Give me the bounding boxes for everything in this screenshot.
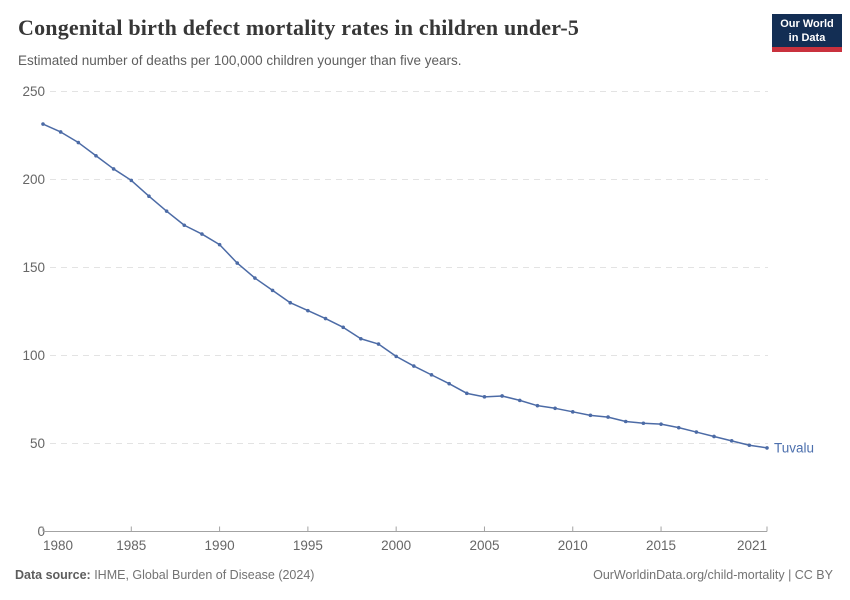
data-point[interactable]	[394, 354, 398, 359]
x-tick-label: 1990	[205, 538, 235, 553]
data-point[interactable]	[217, 242, 222, 247]
owid-logo-line1: Our World	[780, 18, 834, 30]
data-point[interactable]	[288, 300, 293, 305]
data-point[interactable]	[412, 364, 416, 368]
y-tick-label: 150	[22, 260, 45, 275]
data-point[interactable]	[588, 413, 593, 418]
chart-subtitle: Estimated number of deaths per 100,000 c…	[18, 53, 462, 68]
data-point[interactable]	[111, 167, 116, 171]
data-point[interactable]	[606, 415, 610, 419]
data-point[interactable]	[712, 434, 716, 439]
x-tick-label: 2005	[469, 538, 499, 553]
series-label: Tuvalu	[774, 440, 814, 455]
data-point[interactable]	[253, 276, 257, 280]
data-point[interactable]	[200, 232, 204, 236]
data-point[interactable]	[623, 419, 628, 424]
data-point[interactable]	[58, 130, 63, 134]
y-tick-label: 50	[30, 436, 45, 451]
x-tick-label: 1980	[43, 538, 73, 553]
data-point[interactable]	[306, 308, 310, 313]
data-point[interactable]	[359, 336, 363, 341]
data-line[interactable]	[42, 123, 768, 449]
x-tick-label: 2015	[646, 538, 676, 553]
y-tick-label: 200	[22, 172, 45, 187]
data-point[interactable]	[641, 421, 646, 426]
data-point[interactable]	[323, 316, 328, 321]
data-point[interactable]	[553, 406, 557, 411]
data-point[interactable]	[465, 391, 469, 396]
x-tick-label: 2021	[737, 538, 767, 553]
data-point[interactable]	[429, 373, 434, 377]
data-source-label: Data source:	[15, 568, 91, 582]
data-source-text: IHME, Global Burden of Disease (2024)	[90, 568, 315, 582]
data-point[interactable]	[147, 194, 151, 199]
credit-line: OurWorldinData.org/child-mortality | CC …	[593, 568, 833, 582]
owid-logo: Our World in Data	[772, 14, 842, 52]
data-point[interactable]	[270, 288, 275, 293]
data-point[interactable]	[765, 446, 769, 450]
data-point[interactable]	[182, 223, 187, 228]
data-point[interactable]	[747, 443, 752, 448]
chart-title: Congenital birth defect mortality rates …	[18, 15, 580, 40]
y-tick-label: 250	[22, 84, 45, 99]
y-tick-label: 100	[22, 348, 45, 363]
data-point[interactable]	[482, 395, 487, 399]
data-point[interactable]	[164, 209, 169, 213]
data-point[interactable]	[729, 439, 734, 443]
y-tick-label: 0	[37, 524, 45, 539]
data-point[interactable]	[500, 394, 504, 398]
data-point[interactable]	[694, 430, 699, 434]
data-point[interactable]	[570, 410, 575, 414]
data-point[interactable]	[341, 325, 345, 330]
data-point[interactable]	[235, 261, 240, 265]
data-point[interactable]	[517, 398, 522, 403]
data-point[interactable]	[376, 342, 381, 346]
data-point[interactable]	[659, 422, 663, 426]
data-point[interactable]	[41, 122, 45, 126]
x-tick-label: 2010	[558, 538, 588, 553]
data-point[interactable]	[447, 381, 451, 386]
owid-logo-line2: in Data	[788, 31, 826, 44]
x-tick-label: 1985	[116, 538, 146, 553]
data-point[interactable]	[676, 425, 681, 430]
x-tick-label: 2000	[381, 538, 411, 553]
chart-footer: Data source: IHME, Global Burden of Dise…	[15, 568, 833, 582]
data-point[interactable]	[94, 153, 98, 158]
data-point[interactable]	[129, 178, 134, 183]
data-point[interactable]	[76, 140, 81, 145]
x-tick-label: 1995	[293, 538, 323, 553]
data-point[interactable]	[535, 403, 540, 408]
data-source: Data source: IHME, Global Burden of Dise…	[15, 568, 314, 582]
